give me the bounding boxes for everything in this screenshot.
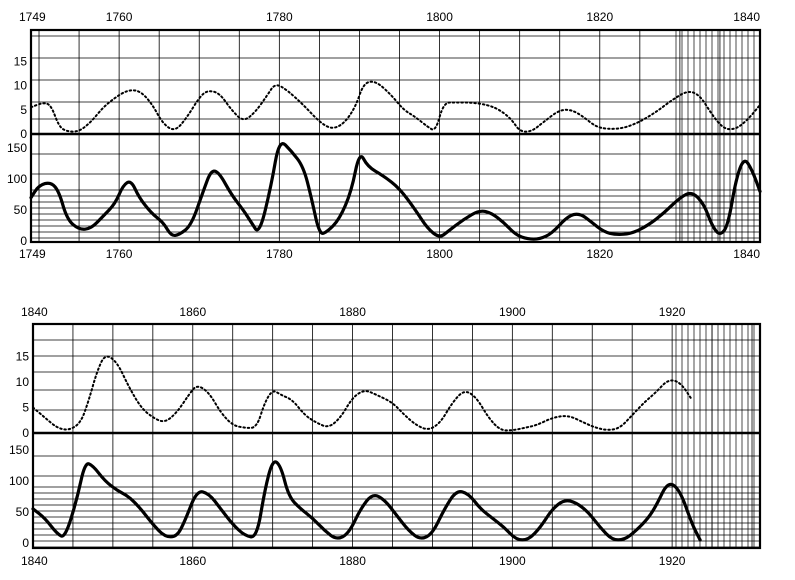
lower-y-tick-label: 0	[22, 536, 29, 550]
lower-y-tick-label: 150	[7, 141, 27, 155]
upper-y-tick-label: 5	[22, 401, 29, 415]
x-bottom-tick-label: 1760	[106, 247, 133, 261]
plot-border	[31, 322, 762, 550]
x-bottom-tick-label: 1800	[426, 247, 453, 261]
x-bottom-tick-label: 1840	[21, 554, 48, 568]
series-1749-1840	[29, 80, 762, 241]
x-top-tick-label: 1820	[586, 10, 613, 24]
upper-y-tick-label: 0	[20, 127, 27, 141]
upper-y-tick-label: 15	[14, 54, 28, 68]
upper-y-tick-label: 15	[16, 350, 30, 364]
x-bottom-tick-label: 1920	[659, 554, 686, 568]
x-bottom-tick-label: 1780	[266, 247, 293, 261]
dotted-series-line	[30, 80, 761, 133]
chart-1749-1840: 1749 1760 1780 1800 1820 1840 1749 1760 1780 1800…	[7, 10, 762, 261]
lower-y-tick-label: 50	[14, 203, 28, 217]
lower-y-tick-label: 100	[9, 474, 29, 488]
dotted-series-line	[32, 355, 694, 432]
x-top-tick-label: 1760	[106, 10, 133, 24]
x-bottom-tick-label: 1840	[733, 247, 760, 261]
plot-frame-1749-1840	[29, 28, 762, 244]
x-bottom-tick-label: 1749	[19, 247, 46, 261]
x-top-tick-label: 1860	[179, 305, 206, 319]
series-1840-1931	[31, 355, 702, 542]
x-top-tick-label: 1880	[339, 305, 366, 319]
lower-y-tick-label: 0	[20, 234, 27, 248]
plot-border	[29, 28, 762, 244]
x-top-tick-label: 1920	[659, 305, 686, 319]
upper-y-tick-label: 10	[14, 79, 28, 93]
upper-y-tick-label: 5	[20, 103, 27, 117]
lower-y-tick-label: 100	[7, 172, 27, 186]
lower-y-tick-label: 150	[9, 443, 29, 457]
x-top-tick-label: 1900	[499, 305, 526, 319]
tick-labels-1749-1840: 1749 1760 1780 1800 1820 1840 1749 1760 1780 1800…	[7, 10, 760, 261]
upper-y-tick-label: 0	[22, 426, 29, 440]
x-bottom-tick-label: 1860	[179, 554, 206, 568]
x-top-tick-label: 1749	[19, 10, 46, 24]
chart-1840-1931: 1840 1860 1880 1900 1920 1840 1860 1880 1900 1920…	[9, 305, 762, 568]
solid-series-line	[31, 460, 702, 542]
gridlines-1749-1840	[31, 30, 760, 242]
x-bottom-tick-label: 1880	[339, 554, 366, 568]
tick-labels-1840-1931: 1840 1860 1880 1900 1920 1840 1860 1880 1900 1920…	[9, 305, 686, 568]
plot-frame-1840-1931	[31, 322, 762, 550]
x-top-tick-label: 1780	[266, 10, 293, 24]
x-top-tick-label: 1840	[21, 305, 48, 319]
x-bottom-tick-label: 1900	[499, 554, 526, 568]
x-top-tick-label: 1800	[426, 10, 453, 24]
x-bottom-tick-label: 1820	[586, 247, 613, 261]
x-top-tick-label: 1840	[733, 10, 760, 24]
lower-y-tick-label: 50	[16, 505, 30, 519]
upper-y-tick-label: 10	[16, 375, 30, 389]
solid-series-line	[29, 142, 762, 241]
